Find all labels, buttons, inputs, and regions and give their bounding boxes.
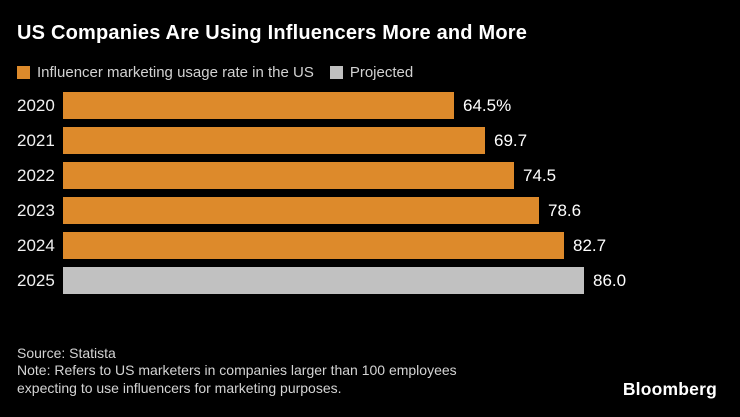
bar-row-2020: 2020 64.5%: [17, 92, 723, 119]
bar-2021: [63, 127, 485, 154]
value-label-2023: 78.6: [548, 200, 582, 220]
bar-chart: 2020 64.5% 2021 69.7 2022 74.5 2023 78.6 2024 82.…: [17, 92, 723, 302]
footer: Source: Statista Note: Refers to US mark…: [17, 345, 457, 397]
bar-track-2024: 82.7: [63, 232, 723, 259]
bar-track-2021: 69.7: [63, 127, 723, 154]
note-text-line-1: Note: Refers to US marketers in companie…: [17, 362, 457, 379]
bar-track-2020: 64.5%: [63, 92, 723, 119]
source-text: Source: Statista: [17, 345, 116, 361]
bar-row-2023: 2023 78.6: [17, 197, 723, 224]
note-text-line-2: expecting to use influencers for marketi…: [17, 379, 342, 396]
legend: Influencer marketing usage rate in the U…: [17, 64, 429, 81]
year-label-2025: 2025: [17, 270, 55, 290]
legend-item-usage-rate: Influencer marketing usage rate in the U…: [17, 64, 314, 81]
bar-track-2022: 74.5: [63, 162, 723, 189]
chart-title: US Companies Are Using Influencers More …: [17, 22, 528, 44]
bar-row-2025: 2025 86.0: [17, 267, 723, 294]
bar-track-2025: 86.0: [63, 267, 723, 294]
year-label-2023: 2023: [17, 200, 55, 220]
bloomberg-logo: Bloomberg: [622, 379, 717, 399]
bar-2025-projected: [63, 267, 584, 294]
legend-item-projected: Projected: [329, 64, 414, 81]
bar-row-2022: 2022 74.5: [17, 162, 723, 189]
value-label-2020: 64.5%: [463, 95, 512, 115]
bar-2020: [63, 92, 454, 119]
bar-row-2024: 2024 82.7: [17, 232, 723, 259]
year-label-2021: 2021: [17, 130, 55, 150]
year-label-2022: 2022: [17, 165, 55, 185]
year-label-2024: 2024: [17, 235, 55, 255]
bar-2024: [63, 232, 564, 259]
legend-swatch-usage-rate: [17, 66, 30, 79]
value-label-2024: 82.7: [573, 235, 607, 255]
value-label-2025: 86.0: [593, 270, 627, 290]
legend-label-projected: Projected: [349, 64, 414, 81]
legend-swatch-projected: [329, 66, 343, 79]
bar-row-2021: 2021 69.7: [17, 127, 723, 154]
value-label-2021: 69.7: [494, 130, 528, 150]
bar-2023: [63, 197, 539, 224]
legend-label-usage-rate: Influencer marketing usage rate in the U…: [37, 64, 314, 81]
year-label-2020: 2020: [17, 95, 55, 115]
value-label-2022: 74.5: [523, 165, 557, 185]
bar-2022: [63, 162, 514, 189]
bar-track-2023: 78.6: [63, 197, 723, 224]
